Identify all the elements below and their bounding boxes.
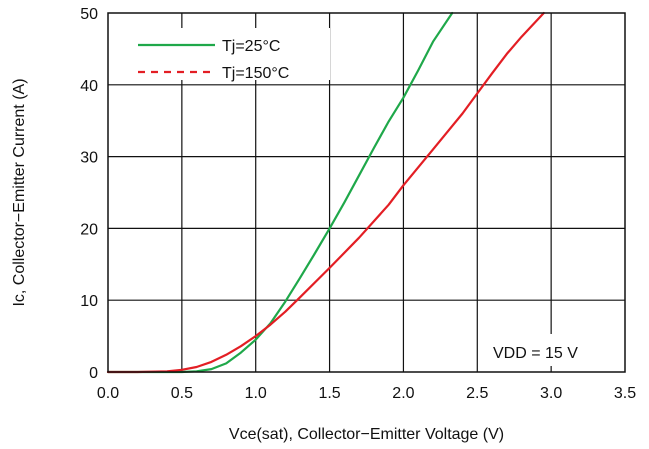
x-tick-label: 2.0	[392, 385, 414, 402]
series-line-1	[106, 11, 545, 374]
series-line-0	[106, 11, 454, 374]
annotation-text: VDD = 15 V	[493, 345, 578, 362]
legend: Tj=25°C Tj=150°C	[130, 28, 330, 82]
annotation-box: VDD = 15 V	[487, 334, 609, 366]
tick-labels: 0.0 0.5 1.0 1.5 2.0 2.5 3.0 3.5 0 10 20 30 40 50	[80, 6, 636, 402]
legend-label-tj150: Tj=150°C	[222, 65, 289, 82]
x-tick-label: 3.5	[614, 385, 636, 402]
legend-background	[130, 28, 330, 80]
y-axis-label: Ic, Collector−Emitter Current (A)	[11, 78, 28, 306]
x-tick-label: 2.5	[466, 385, 488, 402]
y-tick-label: 40	[80, 78, 98, 95]
x-tick-label: 0.0	[97, 385, 119, 402]
y-tick-label: 50	[80, 6, 98, 23]
x-tick-label: 0.5	[171, 385, 193, 402]
plot-frame	[107, 12, 626, 373]
x-tick-label: 3.0	[540, 385, 562, 402]
y-tick-label: 10	[80, 293, 98, 310]
y-tick-label: 20	[80, 221, 98, 238]
x-axis-label: Vce(sat), Collector−Emitter Voltage (V)	[229, 426, 504, 443]
x-tick-label: 1.5	[318, 385, 340, 402]
y-tick-label: 0	[89, 365, 98, 382]
x-tick-label: 1.0	[245, 385, 267, 402]
annotation-background	[487, 334, 609, 366]
legend-label-tj25: Tj=25°C	[222, 38, 280, 55]
series-layer	[106, 11, 545, 374]
y-tick-label: 30	[80, 150, 98, 167]
